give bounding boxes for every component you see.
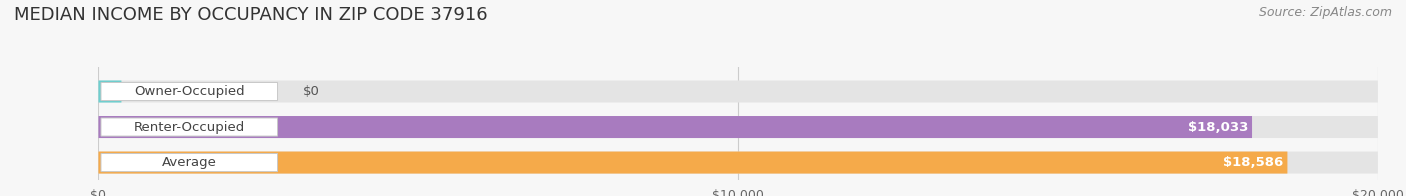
FancyBboxPatch shape bbox=[101, 118, 277, 136]
FancyBboxPatch shape bbox=[101, 153, 277, 172]
FancyBboxPatch shape bbox=[98, 116, 1378, 138]
Text: MEDIAN INCOME BY OCCUPANCY IN ZIP CODE 37916: MEDIAN INCOME BY OCCUPANCY IN ZIP CODE 3… bbox=[14, 6, 488, 24]
FancyBboxPatch shape bbox=[101, 83, 277, 101]
FancyBboxPatch shape bbox=[98, 152, 1288, 174]
Text: Owner-Occupied: Owner-Occupied bbox=[134, 85, 245, 98]
FancyBboxPatch shape bbox=[98, 152, 1378, 174]
FancyBboxPatch shape bbox=[98, 81, 1378, 103]
Text: $18,586: $18,586 bbox=[1223, 156, 1284, 169]
FancyBboxPatch shape bbox=[98, 81, 121, 103]
Text: Renter-Occupied: Renter-Occupied bbox=[134, 121, 245, 133]
Text: Average: Average bbox=[162, 156, 217, 169]
Text: $18,033: $18,033 bbox=[1188, 121, 1249, 133]
Text: $0: $0 bbox=[304, 85, 321, 98]
Text: Source: ZipAtlas.com: Source: ZipAtlas.com bbox=[1258, 6, 1392, 19]
FancyBboxPatch shape bbox=[98, 116, 1253, 138]
